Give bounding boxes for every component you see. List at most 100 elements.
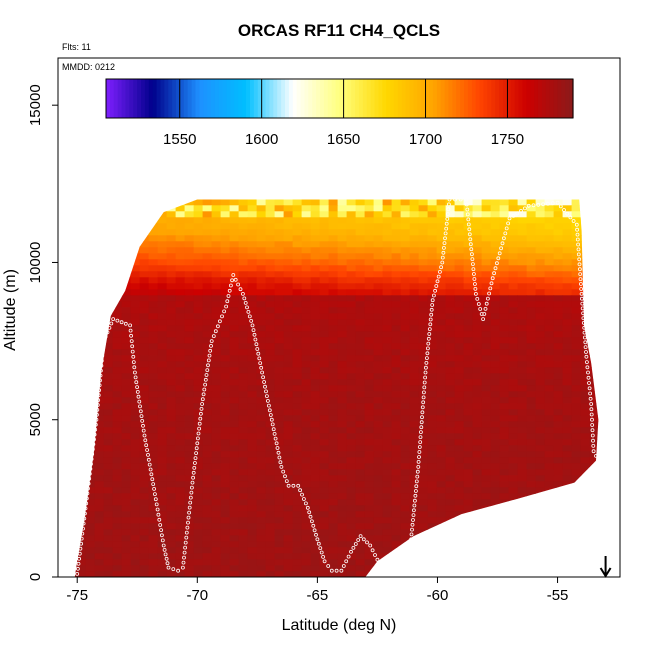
field-cell [517, 325, 528, 332]
field-cell [427, 439, 438, 446]
field-cell [373, 427, 384, 434]
field-cell [526, 433, 537, 440]
field-cell [130, 409, 141, 416]
track-point [254, 342, 259, 347]
track-point [198, 416, 203, 421]
field-cell [337, 277, 348, 284]
field-cell [130, 523, 141, 530]
field-cell [103, 277, 114, 284]
field-cell [382, 505, 393, 512]
field-cell [571, 403, 582, 410]
field-cell [445, 367, 456, 374]
field-cell [373, 205, 384, 212]
field-cell [301, 397, 312, 404]
field-cell [283, 355, 294, 362]
field-cell [391, 493, 402, 500]
field-cell [409, 391, 420, 398]
field-cell [157, 409, 168, 416]
field-cell [139, 313, 150, 320]
field-cell [211, 307, 222, 314]
field-cell [166, 529, 177, 536]
track-point [468, 242, 473, 247]
field-cell [274, 457, 285, 464]
field-cell [571, 523, 582, 530]
field-cell [202, 433, 213, 440]
field-cell [472, 565, 483, 572]
field-cell [94, 355, 105, 362]
field-cell [211, 235, 222, 242]
field-cell [373, 529, 384, 536]
field-cell [544, 337, 555, 344]
field-cell [499, 259, 510, 266]
track-point [404, 558, 409, 563]
field-cell [175, 547, 186, 554]
field-cell [481, 499, 492, 506]
colorbar-swatch [168, 79, 173, 118]
field-cell [427, 481, 438, 488]
field-cell [193, 487, 204, 494]
y-tick-label: 10000 [27, 242, 44, 284]
field-cell [238, 541, 249, 548]
field-cell [238, 265, 249, 272]
field-cell [157, 517, 168, 524]
field-cell [409, 439, 420, 446]
field-cell [157, 355, 168, 362]
field-cell [481, 271, 492, 278]
field-cell [139, 463, 150, 470]
field-cell [184, 511, 195, 518]
field-cell [256, 199, 267, 200]
field-cell [139, 529, 150, 536]
field-cell [229, 499, 240, 506]
track-point [159, 533, 164, 538]
colorbar-swatch [366, 79, 372, 118]
field-cell [139, 511, 150, 518]
field-cell [409, 415, 420, 422]
field-cell [499, 205, 510, 212]
field-cell [571, 301, 582, 308]
field-cell [562, 223, 573, 230]
field-cell [562, 331, 573, 338]
track-point [417, 445, 422, 449]
field-cell [544, 367, 555, 374]
field-cell [74, 421, 78, 428]
field-cell [508, 271, 519, 278]
track-point [99, 368, 103, 373]
field-cell [319, 361, 330, 368]
field-cell [121, 289, 132, 296]
field-cell [490, 217, 501, 224]
field-cell [229, 283, 240, 290]
field-cell [175, 289, 186, 296]
field-cell [553, 379, 564, 386]
field-cell [580, 541, 591, 548]
field-cell [74, 367, 78, 374]
field-cell [139, 241, 150, 248]
field-cell [400, 367, 411, 374]
field-cell [418, 439, 429, 446]
track-point [588, 396, 593, 401]
field-cell [499, 277, 510, 284]
field-cell [76, 295, 87, 302]
field-cell [85, 463, 96, 470]
field-cell [328, 211, 339, 218]
field-cell [238, 241, 249, 248]
field-cell [472, 457, 483, 464]
field-cell [76, 343, 87, 350]
field-cell [589, 445, 599, 452]
field-cell [589, 355, 599, 362]
field-cell [526, 289, 537, 296]
field-cell [265, 397, 276, 404]
field-cell [346, 523, 357, 530]
field-cell [562, 325, 573, 332]
field-cell [103, 337, 114, 344]
field-cell [481, 283, 492, 290]
field-cell [499, 223, 510, 230]
field-cell [517, 487, 528, 494]
field-cell [256, 247, 267, 254]
field-cell [256, 511, 267, 518]
colorbar-swatch [265, 79, 271, 118]
field-cell [121, 547, 132, 554]
field-cell [454, 223, 465, 230]
field-cell [292, 283, 303, 290]
field-cell [166, 301, 177, 308]
field-cell [508, 373, 519, 380]
